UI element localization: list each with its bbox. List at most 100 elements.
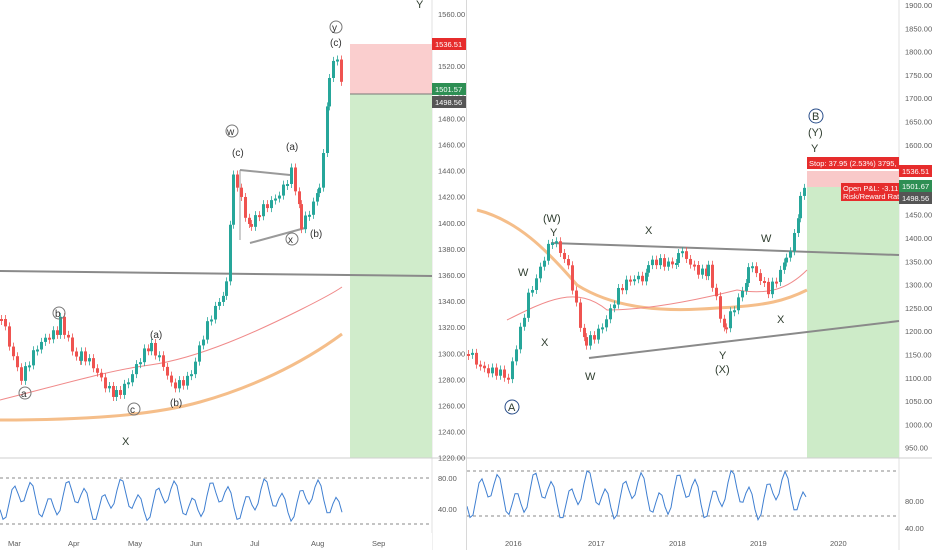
right-wave-B-circle [808,108,824,124]
left-candle [123,383,126,395]
left-candle [44,337,47,342]
left-candle [262,204,265,217]
left-candle [225,281,228,296]
left-candle [194,361,197,375]
left-candle [20,367,23,381]
left-wave-x-mid: x [288,235,293,246]
left-price-label: 1400.00 [438,219,465,228]
left-candle [282,184,285,196]
right-wave-W-right: W [761,233,772,245]
left-candle [270,200,273,209]
right-candle [515,349,518,362]
right-candle [681,251,684,254]
right-candle [799,195,802,219]
left-entry-tag-text: 1498.56 [435,98,462,107]
left-candle [8,326,11,347]
left-chart-svg[interactable]: 1560.001540.001520.001500.001480.001460.… [0,0,466,550]
left-candle [218,301,221,306]
left-candle [131,374,134,383]
left-candle [308,214,311,217]
left-candle [304,215,307,230]
left-candle [186,375,189,386]
left-candle [52,330,55,340]
left-price-label: 1460.00 [438,141,465,150]
right-candle [655,259,658,266]
right-candle [585,337,588,346]
right-price-label: 1100.00 [905,374,932,383]
left-chart-panel[interactable]: 1560.001540.001520.001500.001480.001460.… [0,0,466,550]
left-time-label: Jun [190,539,202,548]
right-chart-panel[interactable]: Stop: 37.95 (2.53%) 3795, Open P&L: -3.1… [466,0,932,550]
left-price-label: 1280.00 [438,375,465,384]
left-candle [248,217,251,225]
right-chart-svg[interactable]: Stop: 37.95 (2.53%) 3795, Open P&L: -3.1… [467,0,932,550]
left-wave-w-circle [225,124,239,138]
right-candle [647,265,650,273]
left-entry-tag [432,96,466,108]
left-candle [312,201,315,215]
right-price-label: 1750.00 [905,71,932,80]
right-candle [547,243,550,261]
right-price-label: 1150.00 [905,351,932,360]
right-wave-W1: W [518,267,529,279]
right-price-label: 1350.00 [905,257,932,266]
left-time-label: Jul [250,539,260,548]
right-wave-X-paren: (X) [715,364,730,376]
left-candle [294,167,297,192]
right-wave-A: A [508,402,516,414]
right-candle [767,281,770,295]
left-candle [210,319,213,322]
left-candle [63,316,66,335]
left-wave-x-circle [285,232,299,246]
right-candle [671,261,674,265]
left-candle [150,342,153,352]
right-price-label: 1000.00 [905,420,932,429]
right-candle [589,335,592,346]
right-candle [511,361,514,380]
left-candle [75,351,78,357]
right-wave-Y-paren: (Y) [808,127,823,139]
left-price-label: 1320.00 [438,323,465,332]
right-candle [771,281,774,295]
right-candle [571,265,574,291]
right-candle [567,259,570,266]
right-time-label: 2016 [505,539,522,548]
left-candle [258,215,261,218]
right-upper-trendline [550,242,900,256]
left-candle [298,191,301,205]
left-osc-label-40: 40.00 [438,505,457,514]
right-candle [729,311,732,329]
right-candle [763,281,766,284]
left-candle [139,362,142,365]
right-candle [693,264,696,267]
right-entry-tag-text: 1498.56 [902,194,929,203]
left-candle [250,224,253,227]
left-candle [108,385,111,389]
left-stop-zone [350,44,432,94]
right-candle [775,281,778,284]
left-price-label: 1560.00 [438,10,465,19]
right-candle [667,261,670,267]
left-time-label: Apr [68,539,80,548]
left-candle [274,198,277,201]
right-price-label: 950.00 [905,444,928,453]
right-candle [551,242,554,245]
left-wave-y: y [332,23,337,34]
right-price-label: 1250.00 [905,304,932,313]
left-price-label: 1440.00 [438,167,465,176]
left-candle [318,187,321,194]
right-candle [707,264,710,277]
right-wave-B: B [812,111,819,123]
right-current-tag [899,180,932,192]
right-candle [747,267,750,284]
right-candle [705,268,708,277]
left-price-label: 1520.00 [438,62,465,71]
left-candle [115,390,118,397]
left-wave-Y: Y [416,0,424,11]
right-price-label: 1600.00 [905,141,932,150]
left-time-axis[interactable] [0,533,432,550]
right-stop-label-box [807,157,899,169]
left-candle [236,174,239,188]
left-time-labels: Mar Apr May Jun Jul Aug Sep [8,539,385,548]
left-price-label: 1380.00 [438,245,465,254]
